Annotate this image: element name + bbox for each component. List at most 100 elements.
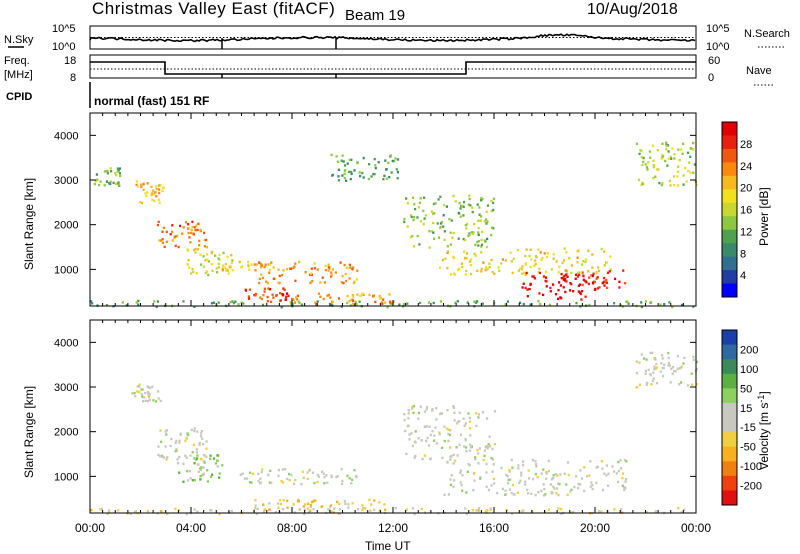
data-cell-11 — [603, 264, 606, 267]
data-cell-11 — [439, 266, 442, 269]
data-cell-3 — [190, 231, 193, 235]
data-cell-7 — [607, 472, 610, 475]
data-cell-14 — [687, 169, 690, 173]
data-cell-8 — [654, 367, 657, 370]
data-cell-11 — [493, 272, 496, 275]
data-cell-8 — [680, 366, 683, 369]
data-cell-3 — [202, 460, 205, 463]
frequency-panel — [89, 54, 697, 79]
data-cell-14 — [666, 144, 670, 147]
data-cell-12 — [559, 284, 562, 287]
data-cell-6 — [458, 411, 461, 414]
data-cell-12 — [562, 278, 565, 281]
data-cell-7 — [473, 471, 476, 475]
data-cell-8 — [644, 372, 647, 375]
data-cell-0 — [129, 512, 132, 515]
data-cell-11 — [484, 268, 487, 272]
data-cell-2 — [176, 458, 179, 461]
data-cell-8 — [352, 302, 355, 306]
colorbar-swatch — [722, 475, 737, 491]
data-cell-11 — [584, 258, 587, 261]
data-cell-11 — [484, 266, 488, 269]
data-cell-5 — [368, 498, 371, 502]
data-cell-6 — [340, 281, 343, 284]
data-cell-11 — [544, 270, 547, 273]
data-cell-12 — [566, 275, 569, 278]
data-cell-9 — [374, 164, 377, 167]
data-cell-6 — [339, 261, 342, 264]
data-cell-14 — [671, 147, 674, 150]
data-cell-6 — [411, 444, 414, 448]
data-cell-14 — [638, 152, 641, 156]
data-cell-5 — [373, 499, 376, 502]
data-cell-4 — [277, 468, 280, 472]
data-cell-9 — [377, 161, 380, 164]
data-cell-7 — [509, 478, 512, 481]
data-cell-12 — [524, 286, 527, 290]
data-cell-4 — [325, 474, 328, 477]
data-cell-8 — [350, 298, 353, 301]
data-cell-4 — [269, 469, 272, 473]
data-cell-10 — [462, 200, 466, 204]
data-cell-0 — [106, 512, 109, 515]
data-cell-4 — [346, 474, 349, 477]
data-cell-12 — [562, 276, 565, 279]
data-cell-6 — [431, 408, 434, 411]
data-cell-4 — [351, 478, 354, 482]
colorbar-tick-label: -100 — [740, 461, 762, 473]
data-cell-11 — [576, 261, 579, 264]
data-cell-10 — [406, 202, 409, 205]
data-cell-4 — [323, 476, 326, 479]
colorbar-swatch — [722, 270, 737, 285]
data-cell-14 — [661, 154, 664, 157]
data-cell-6 — [425, 425, 428, 428]
data-cell-0 — [464, 507, 467, 510]
data-cell-0 — [671, 305, 674, 309]
data-cell-11 — [609, 255, 612, 258]
data-cell-3 — [203, 461, 206, 464]
data-cell-7 — [596, 465, 599, 469]
data-cell-4 — [341, 479, 344, 483]
data-cell-7 — [520, 471, 523, 474]
data-cell-0 — [474, 301, 478, 304]
data-cell-0 — [402, 302, 405, 306]
data-cell-0 — [419, 301, 422, 305]
y-tick-label: 1000 — [54, 264, 78, 276]
data-cell-10 — [430, 210, 433, 213]
data-cell-7 — [531, 459, 535, 462]
data-cell-2 — [135, 183, 138, 187]
data-cell-0 — [354, 300, 357, 304]
data-cell-0 — [627, 302, 630, 305]
data-cell-6 — [341, 274, 344, 278]
data-cell-4 — [214, 254, 217, 257]
data-cell-3 — [193, 479, 196, 482]
data-cell-6 — [449, 455, 452, 458]
data-cell-7 — [459, 481, 462, 484]
data-cell-10 — [439, 195, 442, 198]
data-cell-10 — [410, 215, 413, 219]
data-cell-11 — [600, 247, 603, 251]
data-cell-0 — [362, 506, 365, 510]
data-cell-14 — [669, 184, 672, 187]
data-cell-8 — [656, 381, 659, 385]
data-cell-12 — [570, 283, 573, 286]
data-cell-5 — [268, 263, 271, 266]
data-cell-7 — [552, 485, 555, 488]
data-cell-5 — [347, 506, 350, 509]
data-cell-7 — [516, 491, 520, 494]
data-cell-0 — [572, 511, 575, 514]
data-cell-4 — [281, 481, 285, 484]
data-cell-9 — [335, 155, 338, 158]
data-cell-8 — [661, 374, 665, 378]
data-cell-7 — [536, 475, 539, 479]
data-cell-4 — [316, 480, 319, 484]
data-cell-8 — [326, 294, 329, 297]
data-cell-7 — [613, 470, 616, 473]
data-cell-6 — [488, 444, 491, 448]
data-cell-0 — [478, 507, 481, 510]
data-cell-0 — [99, 508, 102, 511]
data-cell-2 — [146, 191, 149, 194]
data-cell-9 — [343, 172, 346, 175]
data-cell-9 — [345, 179, 348, 182]
data-cell-5 — [351, 502, 354, 505]
